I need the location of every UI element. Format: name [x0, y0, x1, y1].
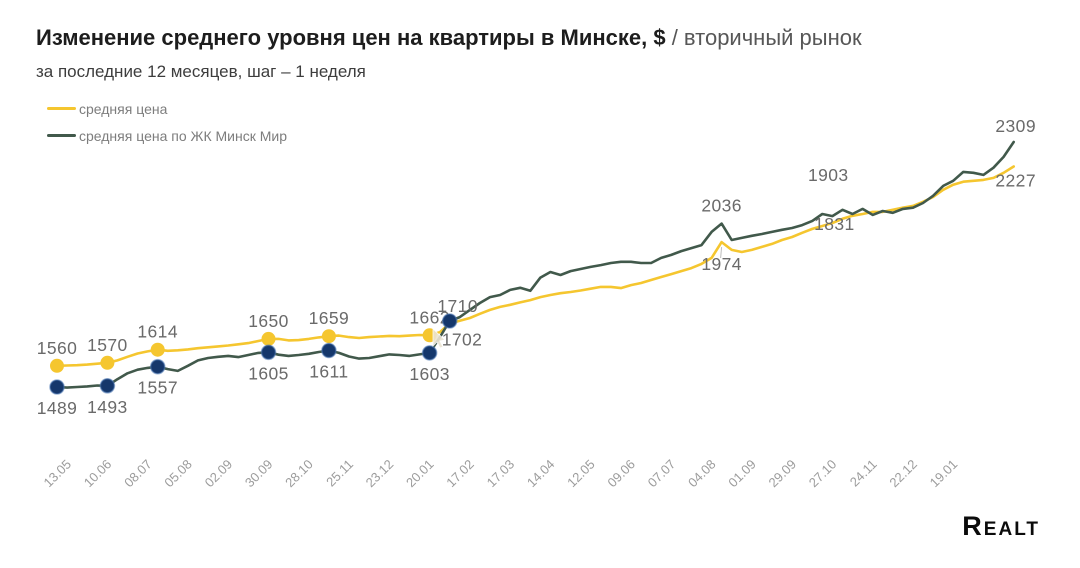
data-point-label: 1493 — [87, 397, 128, 417]
data-point-label: 1659 — [309, 308, 350, 328]
x-axis-tick-label: 02.09 — [202, 457, 236, 491]
x-axis-tick-label: 19.01 — [927, 457, 961, 491]
x-axis-tick-label: 07.07 — [645, 457, 679, 491]
data-point-label: 1557 — [137, 378, 178, 398]
data-point-label: 1611 — [309, 362, 348, 382]
legend-swatch-green-line-icon — [47, 134, 76, 137]
legend-label: средняя цена — [79, 100, 168, 117]
legend-label: средняя цена по ЖК Минск Мир — [79, 127, 287, 144]
x-axis-tick-label: 14.04 — [524, 457, 558, 491]
x-axis-tick-label: 20.01 — [403, 457, 437, 491]
x-axis-tick-label: 13.05 — [41, 457, 75, 491]
data-point-dot — [150, 342, 165, 357]
data-point-dot — [261, 331, 276, 346]
x-axis-tick-label: 01.09 — [725, 457, 759, 491]
data-point-dot — [260, 344, 277, 361]
x-axis-tick-label: 24.11 — [847, 457, 880, 490]
data-point-dot — [99, 377, 116, 394]
data-point-dot — [50, 358, 64, 373]
chart-title-main: Изменение среднего уровня цен на квартир… — [36, 25, 666, 50]
x-axis-tick-label: 08.07 — [121, 457, 155, 491]
data-point-label: 1605 — [248, 363, 289, 383]
legend-swatch-yellow-line-icon — [47, 107, 76, 110]
x-axis-tick-label: 04.08 — [685, 457, 719, 491]
chart-title: Изменение среднего уровня цен на квартир… — [36, 24, 862, 52]
data-point-label: 1831 — [814, 214, 855, 234]
legend-item-minsk-mir-price: средняя цена по ЖК Минск Мир — [47, 122, 287, 149]
x-axis-tick-label: 22.12 — [886, 457, 920, 491]
series-line-average — [55, 165, 1015, 368]
data-point-label: 1614 — [137, 322, 178, 342]
data-point-label: 1710 — [437, 296, 478, 316]
data-point-label: 1570 — [87, 335, 128, 355]
x-axis-tick-label: 12.05 — [564, 457, 598, 491]
series-line-minsk-mir — [55, 140, 1015, 389]
x-axis-tick-label: 30.09 — [242, 457, 276, 491]
x-axis-tick-label: 28.10 — [282, 457, 316, 491]
data-point-label: 1702 — [442, 329, 483, 349]
data-point-dot — [49, 379, 65, 395]
data-point-label: 1560 — [37, 338, 78, 358]
x-axis-tick-label: 17.03 — [484, 457, 518, 491]
data-point-label: 1603 — [409, 364, 450, 384]
legend-item-average-price: средняя цена — [47, 95, 287, 122]
x-axis-tick-label: 29.09 — [766, 457, 800, 491]
data-point-label: 1974 — [701, 254, 742, 274]
data-point-dot — [421, 345, 438, 361]
x-axis-tick-label: 25.11 — [323, 457, 356, 490]
data-point-dot — [441, 313, 458, 329]
data-point-label: 1650 — [248, 311, 289, 331]
x-axis-tick-label: 17.02 — [443, 457, 477, 491]
chart-subtitle: за последние 12 месяцев, шаг – 1 неделя — [36, 62, 366, 81]
x-axis-tick-label: 05.08 — [161, 457, 195, 491]
chart-title-suffix: / вторичный рынок — [671, 25, 862, 50]
mouse-cursor-icon — [432, 328, 446, 349]
data-point-dot — [100, 355, 115, 370]
data-point-label: 2036 — [701, 196, 742, 216]
label-leader-line — [720, 247, 723, 259]
x-axis-tick-label: 09.06 — [604, 457, 638, 491]
data-point-label: 2227 — [995, 171, 1036, 191]
data-point-dot — [321, 342, 337, 359]
data-point-dot — [321, 329, 336, 344]
data-point-label: 1489 — [37, 398, 78, 418]
x-axis-tick-label: 10.06 — [81, 457, 115, 491]
data-point-dot — [149, 358, 166, 375]
x-axis-tick-label: 23.12 — [363, 457, 397, 491]
legend: средняя цена средняя цена по ЖК Минск Ми… — [47, 95, 287, 149]
data-point-label: 1903 — [808, 165, 849, 185]
data-point-label: 2309 — [995, 116, 1036, 136]
realt-logo: Realt — [962, 511, 1040, 541]
x-axis-tick-label: 27.10 — [806, 457, 840, 491]
data-point-label: 1662 — [409, 307, 450, 327]
